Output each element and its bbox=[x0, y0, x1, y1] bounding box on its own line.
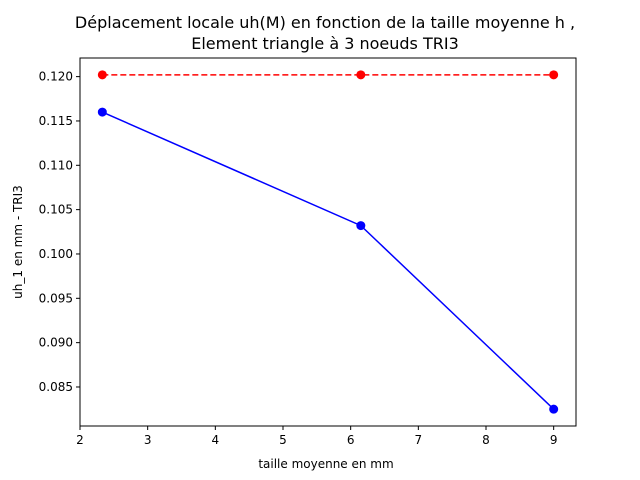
x-tick-label: 6 bbox=[347, 433, 355, 447]
y-tick-label: 0.105 bbox=[39, 203, 73, 217]
series-1-point bbox=[97, 107, 107, 117]
y-tick-label: 0.120 bbox=[39, 70, 73, 84]
y-tick-label: 0.095 bbox=[39, 291, 73, 305]
series-2-point bbox=[356, 70, 366, 80]
x-axis: 2 3 4 5 6 7 8 9 bbox=[76, 426, 557, 447]
x-axis-label: taille moyenne en mm bbox=[258, 457, 393, 471]
x-tick-label: 3 bbox=[144, 433, 152, 447]
chart-title-line-2: Element triangle à 3 noeuds TRI3 bbox=[191, 34, 459, 53]
series-1-point bbox=[549, 404, 559, 414]
y-tick-label: 0.110 bbox=[39, 158, 73, 172]
y-tick-label: 0.085 bbox=[39, 380, 73, 394]
x-tick-label: 9 bbox=[550, 433, 558, 447]
y-axis-label: uh_1 en mm - TRI3 bbox=[11, 185, 25, 299]
x-tick-label: 4 bbox=[212, 433, 220, 447]
chart-title-line-1: Déplacement locale uh(M) en fonction de … bbox=[75, 13, 575, 32]
plot-area bbox=[97, 70, 559, 414]
series-2-point bbox=[97, 70, 107, 80]
y-tick-label: 0.115 bbox=[39, 114, 73, 128]
series-2-point bbox=[549, 70, 559, 80]
y-tick-label: 0.100 bbox=[39, 247, 73, 261]
x-tick-label: 2 bbox=[76, 433, 84, 447]
axes-frame bbox=[79, 57, 577, 427]
y-tick-label: 0.090 bbox=[39, 336, 73, 350]
x-tick-label: 7 bbox=[415, 433, 423, 447]
x-tick-label: 5 bbox=[279, 433, 287, 447]
series-1-point bbox=[356, 221, 366, 231]
y-axis: 0.085 0.090 0.095 0.100 0.105 0.110 0.115 0.120 bbox=[39, 70, 80, 394]
x-tick-label: 8 bbox=[482, 433, 490, 447]
